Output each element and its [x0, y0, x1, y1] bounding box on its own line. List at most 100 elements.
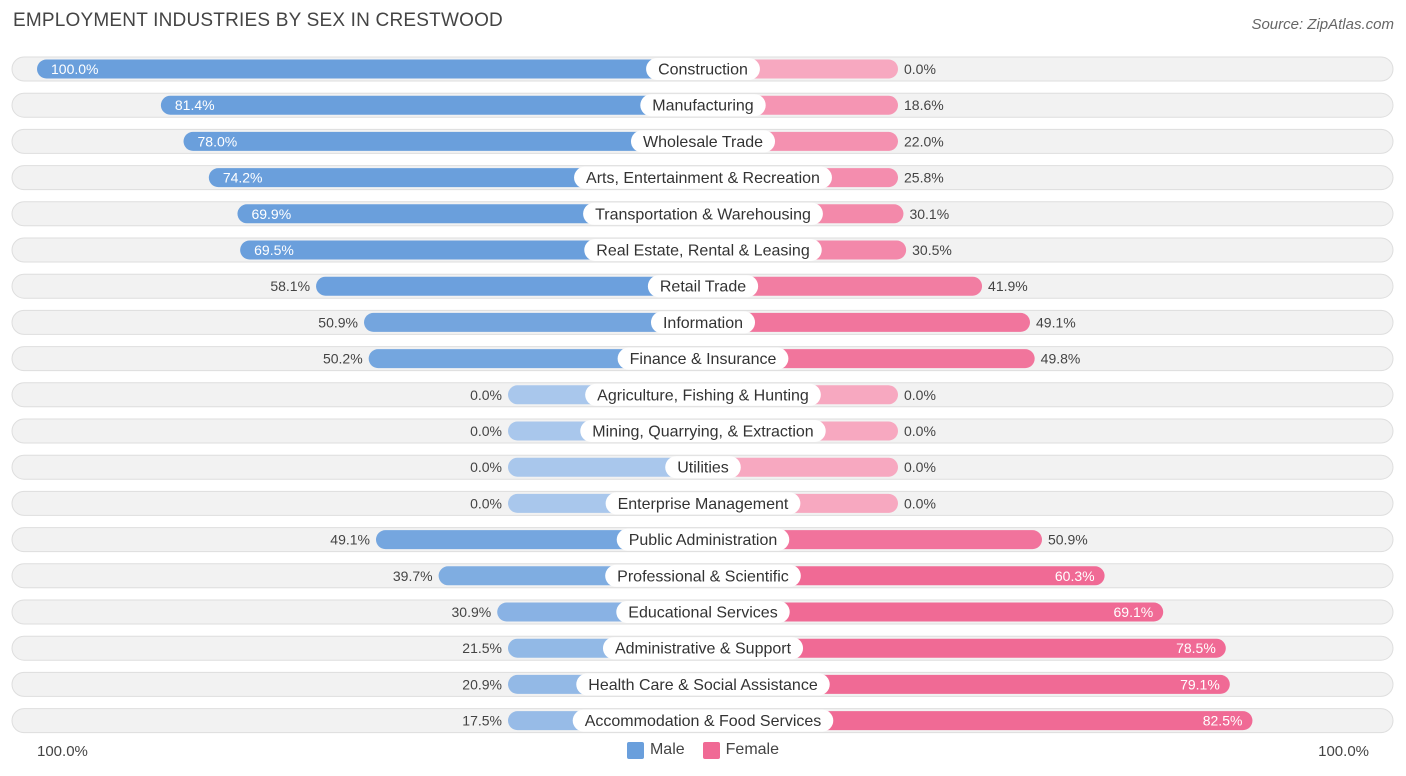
category-label-pill — [650, 311, 756, 334]
male-value-label: 30.9% — [452, 604, 492, 620]
category-label-pill — [617, 347, 789, 370]
category-label-pill — [584, 239, 822, 261]
female-value-label: 22.0% — [904, 133, 944, 149]
male-value-label: 78.0% — [198, 133, 238, 149]
axis-left-label: 100.0% — [37, 743, 88, 760]
female-value-label: 0.0% — [904, 423, 936, 439]
male-value-label: 58.1% — [270, 278, 310, 294]
female-value-label: 79.1% — [1180, 676, 1220, 692]
male-bar — [183, 131, 703, 151]
female-value-label: 25.8% — [904, 170, 944, 186]
male-value-label: 0.0% — [470, 423, 502, 439]
category-label-pill — [576, 673, 830, 696]
legend-label-female: Female — [725, 741, 780, 758]
female-value-label: 18.6% — [904, 97, 944, 113]
male-value-label: 50.2% — [323, 351, 363, 367]
legend-item-female: Female — [702, 741, 780, 759]
male-value-label: 0.0% — [470, 387, 502, 403]
category-label: Construction — [658, 62, 748, 79]
female-value-label: 0.0% — [904, 495, 936, 511]
category-label: Manufacturing — [652, 98, 753, 115]
female-bar — [703, 312, 1031, 332]
male-value-label: 81.4% — [175, 97, 215, 113]
female-bar — [703, 566, 1105, 586]
female-value-label: 49.1% — [1036, 314, 1076, 330]
category-label: Health Care & Social Assistance — [588, 677, 818, 694]
legend: Male Female — [0, 741, 1406, 759]
male-value-label: 20.9% — [462, 676, 502, 692]
category-label: Administrative & Support — [615, 641, 792, 658]
male-bar — [364, 312, 703, 332]
category-label: Utilities — [677, 460, 729, 477]
category-label: Retail Trade — [660, 279, 746, 296]
category-label: Public Administration — [629, 532, 778, 549]
female-value-label: 30.1% — [909, 206, 949, 222]
legend-swatch-male — [626, 741, 644, 759]
female-value-label: 0.0% — [904, 459, 936, 475]
category-label-pill — [640, 94, 766, 117]
male-value-label: 0.0% — [470, 495, 502, 511]
female-value-label: 82.5% — [1203, 713, 1243, 729]
male-value-label: 21.5% — [462, 640, 502, 656]
legend-label-male: Male — [649, 741, 685, 758]
category-label: Mining, Quarrying, & Extraction — [592, 424, 813, 441]
male-value-label: 39.7% — [393, 568, 433, 584]
category-label-pill — [572, 709, 834, 732]
category-label-pill — [616, 601, 790, 623]
female-value-label: 69.1% — [1114, 604, 1154, 620]
male-value-label: 50.9% — [318, 314, 358, 330]
male-bar — [508, 457, 703, 477]
category-label-pill — [616, 528, 790, 551]
category-label: Wholesale Trade — [643, 134, 763, 151]
category-label-pill — [574, 166, 832, 189]
female-bar — [703, 674, 1230, 694]
female-value-label: 60.3% — [1055, 568, 1095, 584]
male-value-label: 49.1% — [330, 532, 370, 548]
category-label-pill — [646, 58, 760, 80]
female-bar — [703, 457, 898, 477]
male-value-label: 17.5% — [462, 713, 502, 729]
category-label-pill — [585, 383, 821, 406]
category-label: Finance & Insurance — [630, 351, 777, 368]
category-label: Transportation & Warehousing — [595, 206, 811, 223]
category-label: Agriculture, Fishing & Hunting — [597, 387, 809, 404]
category-label: Educational Services — [628, 605, 777, 622]
axis-right-label: 100.0% — [1318, 743, 1369, 760]
category-label-pill — [583, 202, 823, 225]
category-label: Enterprise Management — [618, 496, 789, 513]
category-label-pill — [630, 130, 776, 153]
category-label-pill — [580, 420, 826, 442]
category-label: Real Estate, Rental & Leasing — [596, 243, 809, 260]
female-bar — [703, 602, 1164, 622]
source-note: Source: ZipAtlas.com — [1251, 16, 1394, 33]
category-label-pill — [605, 564, 801, 587]
category-label-pill — [605, 492, 801, 515]
category-label-pill — [602, 637, 804, 660]
male-bar — [160, 95, 704, 115]
male-bar — [37, 59, 703, 79]
category-label-pill — [647, 275, 759, 298]
female-value-label: 0.0% — [904, 387, 936, 403]
male-value-label: 100.0% — [51, 61, 98, 77]
category-label: Arts, Entertainment & Recreation — [586, 170, 820, 187]
female-bar — [703, 276, 983, 296]
female-bar — [703, 638, 1226, 658]
female-value-label: 50.9% — [1048, 532, 1088, 548]
male-value-label: 74.2% — [223, 170, 263, 186]
male-value-label: 0.0% — [470, 459, 502, 475]
female-bar — [703, 711, 1253, 731]
category-label-pill — [665, 456, 741, 479]
male-value-label: 69.9% — [251, 206, 291, 222]
legend-item-male: Male — [626, 741, 685, 759]
female-value-label: 0.0% — [904, 61, 936, 77]
female-value-label: 41.9% — [988, 278, 1028, 294]
male-bar — [316, 276, 703, 296]
chart-title: EMPLOYMENT INDUSTRIES BY SEX IN CRESTWOO… — [13, 10, 503, 31]
female-value-label: 49.8% — [1041, 351, 1081, 367]
female-value-label: 78.5% — [1176, 640, 1216, 656]
legend-swatch-female — [702, 741, 720, 759]
diverging-bar-chart: 100.0% 0.0% Construction 81.4% 18.6% Manufact… — [11, 56, 1394, 734]
category-label: Information — [663, 315, 743, 332]
category-label: Accommodation & Food Services — [585, 713, 822, 730]
female-value-label: 30.5% — [912, 242, 952, 258]
